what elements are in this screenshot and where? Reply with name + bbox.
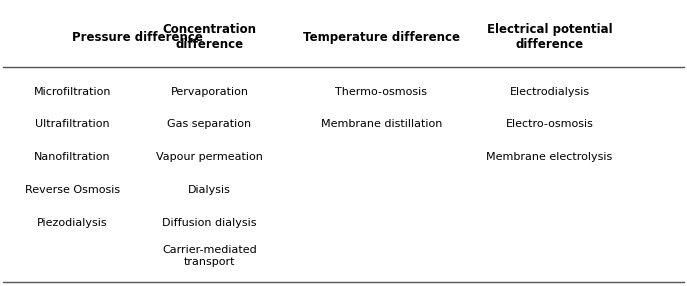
Text: Nanofiltration: Nanofiltration — [34, 152, 111, 162]
Text: Thermo-osmosis: Thermo-osmosis — [335, 87, 427, 96]
Text: Pervaporation: Pervaporation — [170, 87, 249, 96]
Text: Microfiltration: Microfiltration — [34, 87, 111, 96]
Text: Gas separation: Gas separation — [168, 120, 251, 129]
Text: Electro-osmosis: Electro-osmosis — [506, 120, 594, 129]
Text: Membrane distillation: Membrane distillation — [321, 120, 442, 129]
Text: Ultrafiltration: Ultrafiltration — [35, 120, 109, 129]
Text: Pressure difference: Pressure difference — [72, 31, 203, 44]
Text: Dialysis: Dialysis — [188, 185, 231, 195]
Text: Temperature difference: Temperature difference — [303, 31, 460, 44]
Text: Electrical potential
difference: Electrical potential difference — [487, 23, 612, 51]
Text: Diffusion dialysis: Diffusion dialysis — [162, 218, 257, 228]
Text: Vapour permeation: Vapour permeation — [156, 152, 263, 162]
Text: Reverse Osmosis: Reverse Osmosis — [25, 185, 120, 195]
Text: Carrier-mediated
transport: Carrier-mediated transport — [162, 245, 257, 267]
Text: Membrane electrolysis: Membrane electrolysis — [486, 152, 613, 162]
Text: Piezodialysis: Piezodialysis — [37, 218, 107, 228]
Text: Concentration
difference: Concentration difference — [163, 23, 256, 51]
Text: Electrodialysis: Electrodialysis — [510, 87, 589, 96]
